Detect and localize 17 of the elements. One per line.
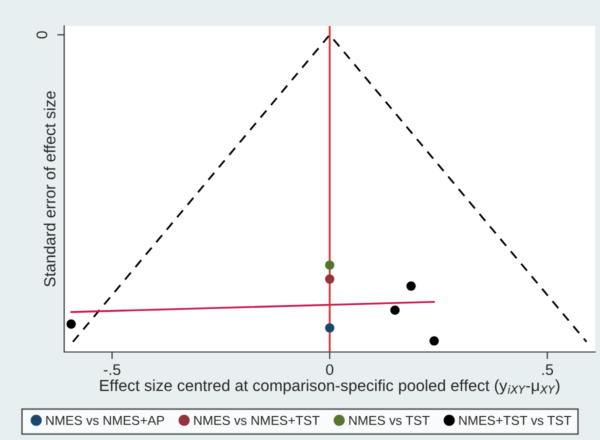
point xyxy=(430,336,439,346)
x-tick-label: .5 xyxy=(542,364,554,376)
point xyxy=(406,281,416,291)
point xyxy=(325,274,334,284)
x-axis-title: Effect size centred at comparison-specific pooled effect (y$_{iXY}$-μ$_{XY}$) xyxy=(100,379,560,394)
point xyxy=(390,305,400,315)
point xyxy=(325,260,334,270)
legend-label: NMES+TST vs TST xyxy=(459,416,572,426)
y-axis-title: Standard error of effect size xyxy=(44,91,56,287)
x-tick-label: 0 xyxy=(326,364,334,376)
text: 0 xyxy=(36,31,48,38)
legend-label: NMES vs NMES+AP xyxy=(46,416,164,426)
legend-label: NMES vs TST xyxy=(349,416,430,426)
point xyxy=(325,323,334,333)
legend-label: NMES vs NMES+TST xyxy=(194,416,320,426)
point xyxy=(66,319,76,329)
x-tick-label: -.5 xyxy=(104,364,120,376)
